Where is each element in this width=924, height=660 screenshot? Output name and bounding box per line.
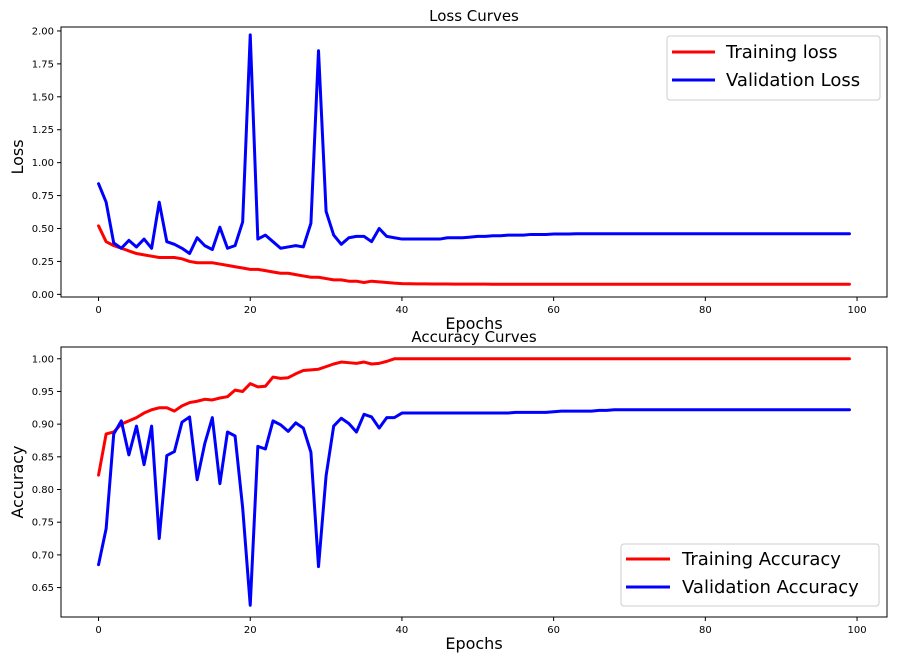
- accuracy-chart: Accuracy Curves Accuracy Epochs 0 20 40 60 8…: [8, 328, 888, 653]
- accuracy-chart-title: Accuracy Curves: [411, 328, 537, 346]
- loss-y-tick-label: 0.50: [32, 224, 54, 235]
- loss-y-axis-label: Loss: [8, 139, 27, 174]
- legend-label-training-accuracy: Training Accuracy: [681, 549, 841, 570]
- legend-label-validation-accuracy: Validation Accuracy: [682, 577, 859, 598]
- series-line-training-loss: [97, 224, 851, 286]
- loss-chart-title: Loss Curves: [429, 7, 519, 25]
- accuracy-y-tick-label: 0.95: [32, 387, 54, 398]
- loss-x-tick-label: 100: [847, 305, 866, 316]
- accuracy-x-tick-label: 40: [396, 625, 409, 636]
- accuracy-y-tick-label: 1.00: [32, 354, 54, 365]
- accuracy-y-tick-label: 0.90: [32, 420, 54, 431]
- loss-y-tick-label: 1.00: [32, 158, 54, 169]
- series-line-validation-accuracy: [97, 408, 851, 607]
- loss-ticks: 0 20 40 60 80 100 0.00 0.25 0.50 0.75 1.00 1.25 1.50…: [32, 26, 867, 316]
- loss-chart: Loss Curves Loss Epochs 0 20 40 60 80 100 0.00…: [8, 7, 888, 333]
- accuracy-y-tick-label: 0.65: [32, 583, 54, 594]
- loss-x-tick-label: 0: [95, 305, 101, 316]
- loss-y-tick-label: 0.00: [32, 290, 54, 301]
- accuracy-legend-box: [620, 543, 880, 607]
- loss-legend-box: [666, 35, 881, 101]
- accuracy-x-axis-label: Epochs: [445, 634, 502, 653]
- accuracy-y-tick-label: 0.75: [32, 518, 54, 529]
- accuracy-y-tick-label: 0.80: [32, 485, 54, 496]
- accuracy-y-tick-label: 0.70: [32, 550, 54, 561]
- accuracy-y-axis-label: Accuracy: [8, 445, 27, 518]
- legend-label-validation-loss: Validation Loss: [726, 70, 860, 91]
- loss-y-tick-label: 2.00: [32, 26, 54, 37]
- loss-y-tick-label: 0.25: [32, 257, 54, 268]
- loss-x-tick-label: 40: [396, 305, 409, 316]
- accuracy-x-tick-label: 0: [95, 625, 101, 636]
- loss-x-tick-label: 20: [244, 305, 257, 316]
- accuracy-x-tick-label: 20: [244, 625, 257, 636]
- loss-x-axis-label: Epochs: [445, 314, 502, 333]
- loss-y-tick-label: 1.25: [32, 125, 54, 136]
- accuracy-plot-frame: [60, 346, 888, 618]
- accuracy-x-tick-label: 60: [547, 625, 560, 636]
- accuracy-y-tick-label: 0.85: [32, 452, 54, 463]
- loss-y-tick-label: 1.75: [32, 59, 54, 70]
- loss-lines: [97, 33, 851, 286]
- accuracy-ticks: 0 20 40 60 80 100 0.65 0.70 0.75 0.80 0.85 0.90 0.95…: [32, 354, 867, 636]
- loss-y-tick-label: 1.50: [32, 92, 54, 103]
- accuracy-lines: [97, 357, 851, 607]
- loss-legend: Training loss Validation Loss: [666, 35, 881, 101]
- loss-x-tick-label: 80: [699, 305, 712, 316]
- series-line-training-accuracy: [97, 357, 851, 477]
- loss-y-tick-label: 0.75: [32, 191, 54, 202]
- loss-plot-frame: [60, 26, 888, 298]
- series-line-validation-loss: [97, 33, 851, 256]
- accuracy-x-tick-label: 80: [699, 625, 712, 636]
- loss-x-tick-label: 60: [547, 305, 560, 316]
- legend-label-training-loss: Training loss: [725, 42, 838, 63]
- accuracy-legend: Training Accuracy Validation Accuracy: [620, 543, 880, 607]
- accuracy-x-tick-label: 100: [847, 625, 866, 636]
